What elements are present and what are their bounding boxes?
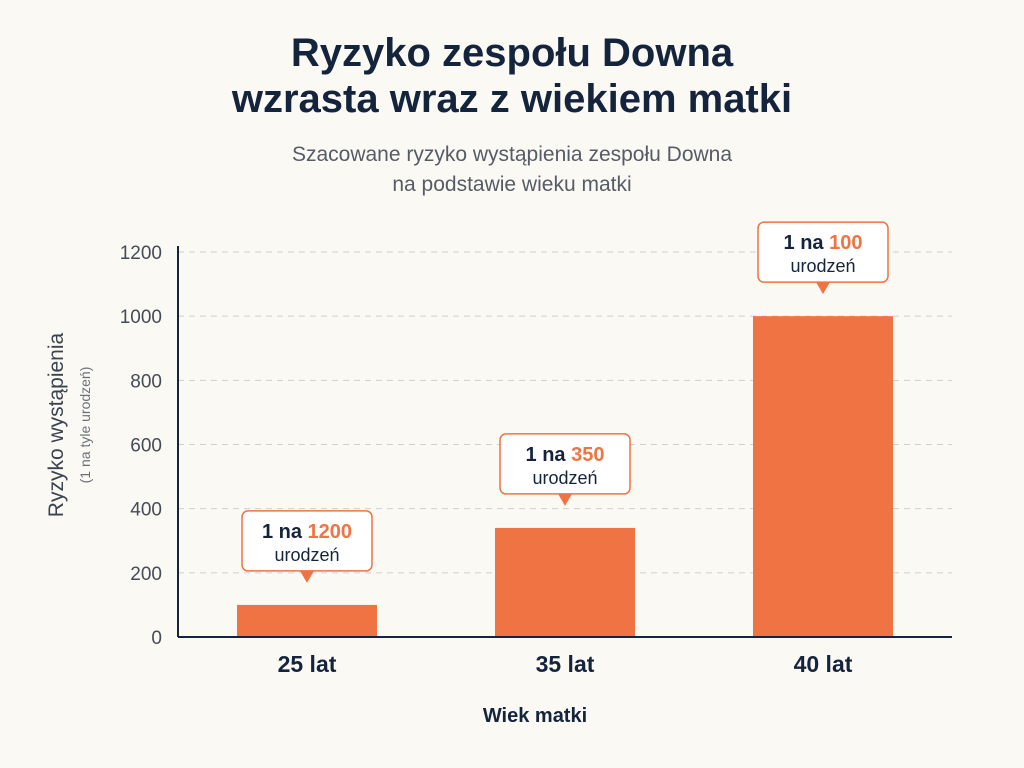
callout-pointer [558, 493, 572, 506]
bar-1 [237, 604, 377, 637]
chart-title-line-1: Ryzyko zespołu Downa [290, 31, 734, 75]
y-tick-label: 0 [151, 628, 162, 649]
x-tick-labels: 25 lat 35 lat 40 lat [278, 651, 853, 677]
y-tick-label: 800 [130, 371, 162, 392]
x-tick-label: 35 lat [536, 651, 595, 677]
chart-title-line-2: wzrasta wraz z wiekiem matki [231, 77, 793, 121]
callout-suffix: urodzeń [790, 256, 855, 276]
callout-prefix: 1 na [526, 444, 572, 466]
callout-pointer [816, 282, 830, 295]
y-tick-label: 200 [130, 564, 162, 585]
callout-value-line: 1 na 350 [526, 444, 605, 466]
callout-prefix: 1 na [784, 232, 830, 254]
y-tick-label: 1000 [120, 307, 162, 328]
callout-box [241, 510, 373, 572]
callout-suffix: urodzeń [532, 468, 597, 488]
callout-prefix: 1 na [262, 521, 308, 543]
y-tick-label: 600 [130, 436, 162, 457]
chart-title: Ryzyko zespołu Downa wzrasta wraz z wiek… [0, 30, 1024, 122]
callout-value: 350 [571, 444, 604, 466]
chart-subtitle-line-1: Szacowane ryzyko wystąpienia zespołu Dow… [291, 143, 733, 166]
y-tick-labels: 0 200 400 600 800 1000 1200 [120, 243, 162, 649]
callout-suffix: urodzeń [274, 545, 339, 565]
y-tick-label: 1200 [120, 243, 162, 264]
chart-subtitle: Szacowane ryzyko wystąpienia zespołu Dow… [0, 140, 1024, 200]
bars [237, 316, 893, 637]
x-tick-label: 25 lat [278, 651, 337, 677]
bar-2 [495, 527, 635, 637]
x-axis-label: Wiek matki [483, 705, 587, 727]
callout-value: 100 [829, 232, 862, 254]
y-tick-label: 400 [130, 500, 162, 521]
chart-subtitle-line-2: na podstawie wieku matki [392, 173, 632, 196]
callout-value: 1200 [308, 521, 353, 543]
y-axis-sublabel: (1 na tyle urodzeń) [77, 367, 93, 484]
bar-3 [753, 316, 893, 637]
y-axis-label: Ryzyko wystąpienia [45, 332, 68, 517]
x-tick-label: 40 lat [794, 651, 853, 677]
callout-pointer [300, 570, 314, 583]
callout-value-line: 1 na 100 [784, 232, 863, 254]
callout-value-line: 1 na 1200 [262, 521, 352, 543]
